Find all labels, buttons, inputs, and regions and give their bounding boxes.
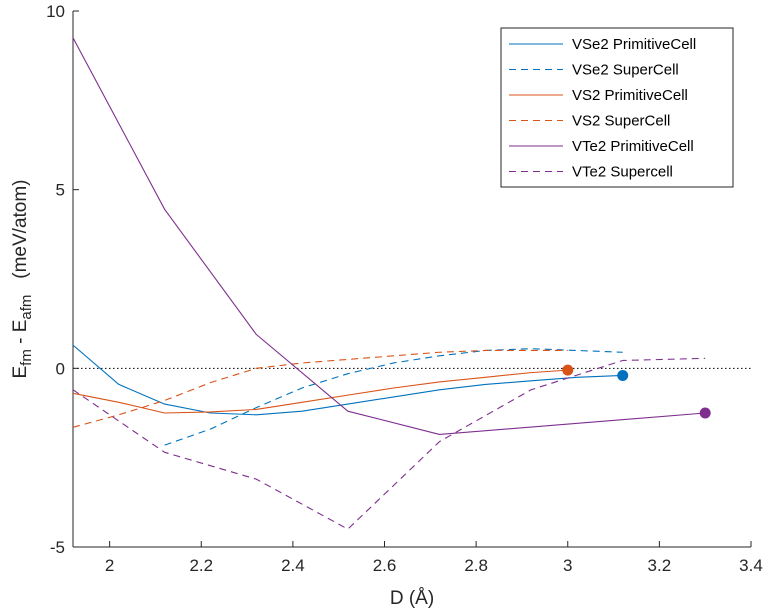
endpoint-marker-vse2-primitivecell	[617, 369, 629, 381]
series-line-vte2-supercell	[72, 357, 706, 530]
y-tick-label: 10	[46, 2, 65, 21]
series-line-vse2-primitivecell	[72, 344, 623, 416]
y-axis-title-text: Efm - Eafm (meV/atom)	[10, 179, 35, 378]
y-axis-title-part: (meV/atom)	[10, 179, 31, 294]
x-tick-label: 3	[563, 556, 572, 575]
x-tick-label: 3.2	[648, 556, 672, 575]
endpoint-marker-vs2-primitivecell	[562, 364, 574, 376]
endpoint-marker-vte2-primitivecell	[699, 407, 711, 419]
y-tick-label: 0	[56, 359, 65, 378]
legend-label: VTe2 Supercell	[572, 164, 673, 181]
legend-label: VSe2 PrimitiveCell	[572, 36, 696, 53]
series-line-vs2-supercell	[72, 349, 568, 428]
x-tick-label: 2	[105, 556, 114, 575]
x-tick-label: 2.8	[464, 556, 488, 575]
y-axis-subscript: fm	[18, 349, 35, 366]
plot-area: 2 2.2 2.4 2.6 2.8 3 3.2 3.4 -5 0 5 10	[46, 2, 763, 575]
series-line-vs2-primitivecell	[72, 369, 568, 414]
x-tick-label: 3.4	[739, 556, 763, 575]
legend-label: VS2 SuperCell	[572, 113, 670, 130]
x-tick-label: 2.2	[189, 556, 213, 575]
series-line-vse2-supercell	[164, 348, 623, 446]
y-tick-label: -5	[50, 538, 65, 557]
y-axis-title-part: E	[10, 366, 31, 379]
series-line-vte2-primitivecell	[72, 37, 706, 435]
legend-label: VS2 PrimitiveCell	[572, 87, 688, 104]
legend-label: VTe2 PrimitiveCell	[572, 138, 694, 155]
y-tick-label: 5	[56, 181, 65, 200]
y-axis-title: Efm - Eafm (meV/atom)	[10, 179, 35, 378]
legend-label: VSe2 SuperCell	[572, 62, 679, 79]
legend-box	[500, 27, 734, 188]
y-axis-title-part: - E	[10, 320, 31, 350]
x-tick-label: 2.4	[281, 556, 305, 575]
y-axis-subscript: afm	[18, 295, 35, 320]
legend: VSe2 PrimitiveCell VSe2 SuperCell VS2 Prim…	[500, 27, 734, 188]
x-axis-title: D (Å)	[390, 588, 434, 609]
x-tick-label: 2.6	[373, 556, 397, 575]
